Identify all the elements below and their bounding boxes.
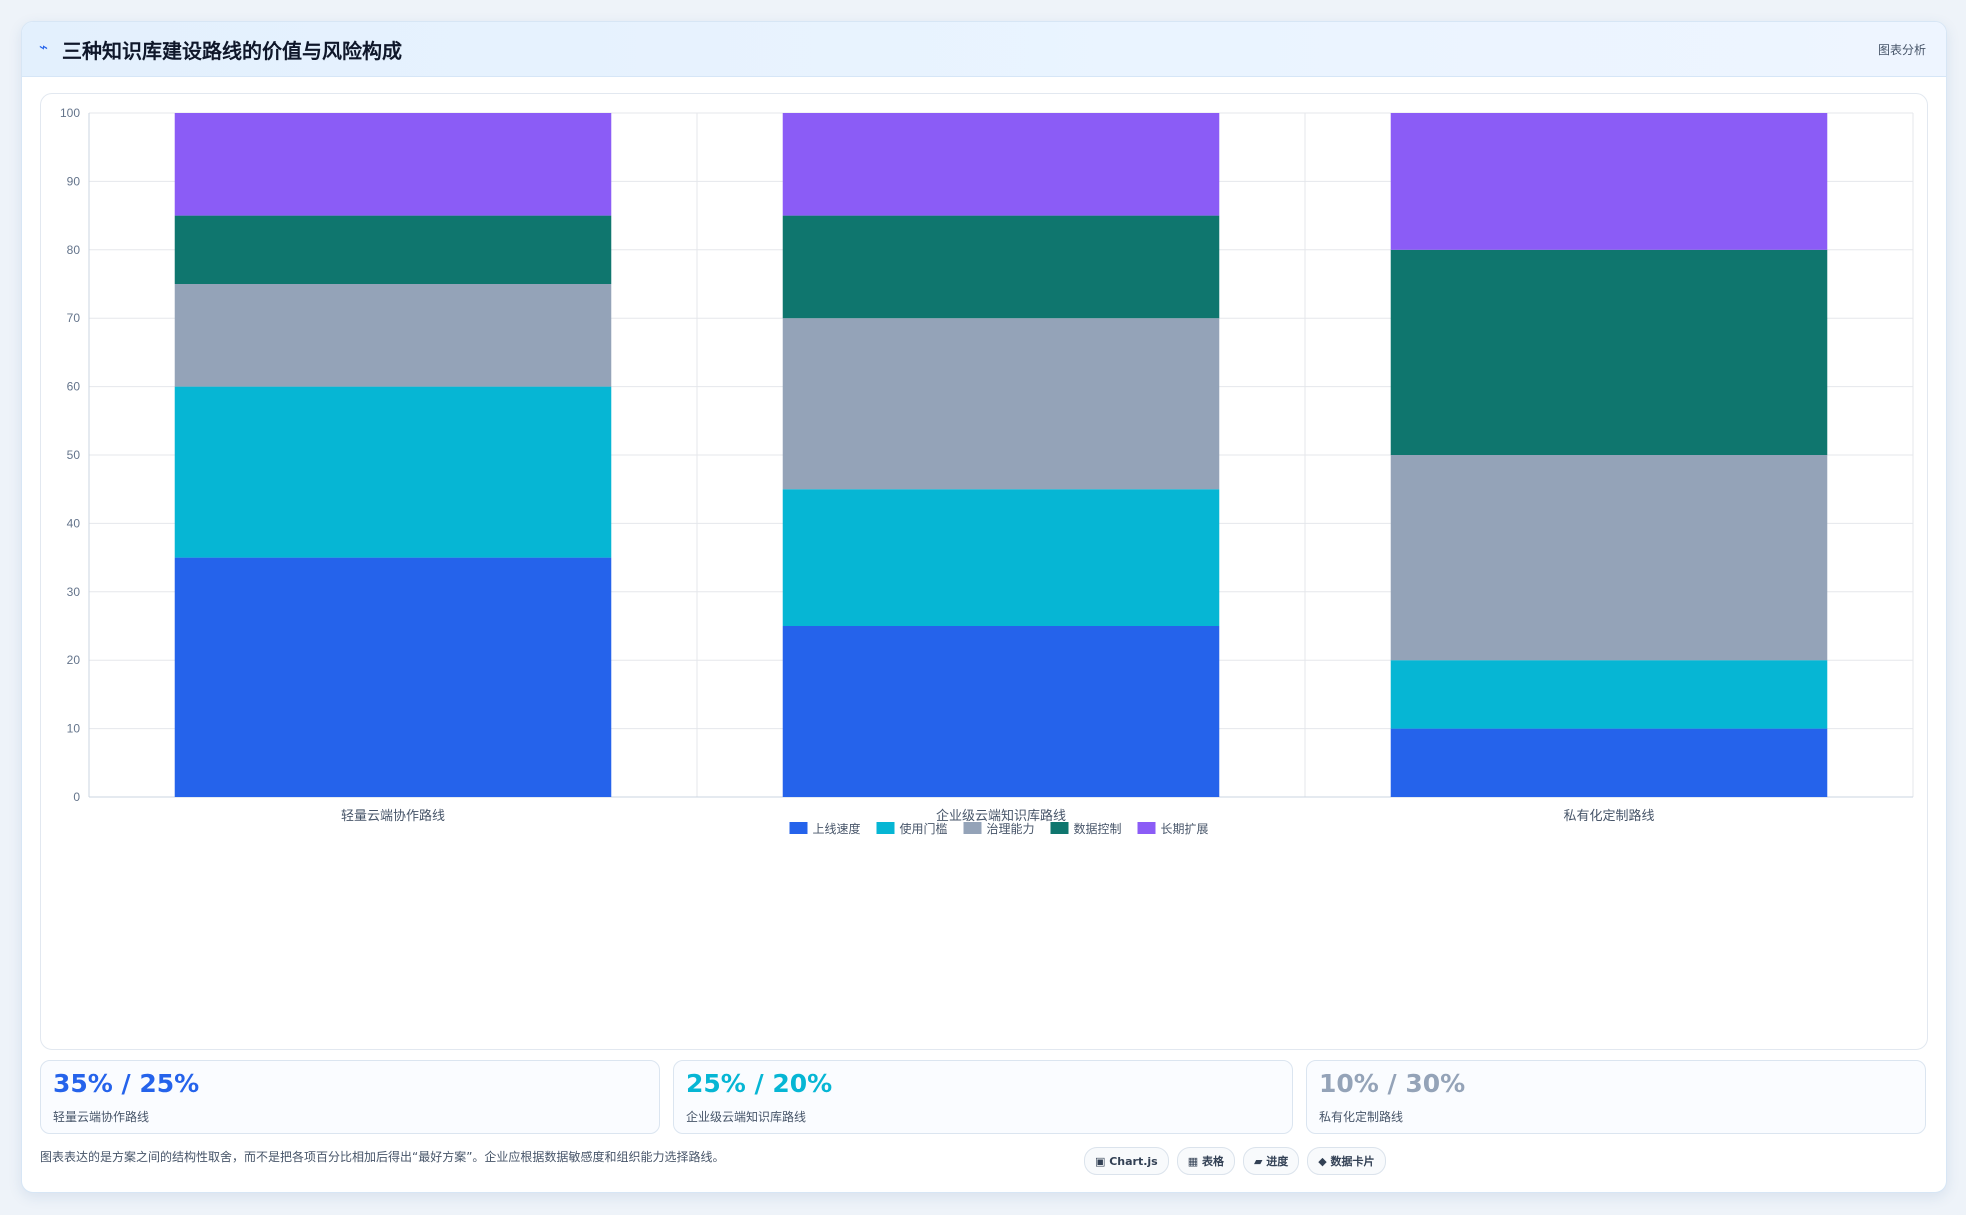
y-tick-label: 70	[67, 311, 81, 325]
chip-table[interactable]: ▦ 表格	[1176, 1147, 1235, 1175]
legend-swatch	[1137, 822, 1156, 834]
y-tick-label: 60	[67, 380, 81, 394]
bar-segment	[1390, 455, 1828, 661]
legend-label: 长期扩展	[1161, 822, 1209, 836]
y-tick-label: 90	[67, 174, 81, 188]
y-tick-label: 20	[67, 653, 81, 667]
card-header: ⌁ 三种知识库建设路线的价值与风险构成 图表分析	[22, 22, 1946, 77]
bar-segment	[174, 557, 612, 797]
y-tick-label: 30	[67, 585, 81, 599]
x-tick-label: 企业级云端知识库路线	[936, 808, 1066, 823]
legend-label: 治理能力	[987, 822, 1035, 836]
y-tick-label: 50	[67, 448, 81, 462]
bar-segment	[782, 318, 1220, 490]
legend-swatch	[1050, 822, 1069, 834]
chart-analysis-tag: 图表分析	[1877, 43, 1926, 57]
chip-data-card[interactable]: ◆ 数据卡片	[1307, 1147, 1386, 1175]
y-tick-label: 40	[67, 516, 81, 530]
stat-label: 企业级云端知识库路线	[686, 1110, 807, 1124]
bar-segment	[174, 215, 612, 284]
x-tick-label: 私有化定制路线	[1563, 808, 1654, 823]
bar-segment	[174, 386, 612, 558]
footnote: 图表表达的是方案之间的结构性取舍，而不是把各项百分比相加后得出“最好方案”。企业…	[40, 1150, 725, 1164]
feature-chips: ▣ Chart.js ▦ 表格 ▰ 进度 ◆ 数据卡片	[1084, 1147, 1386, 1175]
page-title: 三种知识库建设路线的价值与风险构成	[62, 39, 402, 63]
legend-swatch	[876, 822, 895, 834]
y-tick-label: 100	[60, 106, 80, 120]
chart-card: ⌁ 三种知识库建设路线的价值与风险构成 图表分析 0 10 20 30 40 50 60 70…	[21, 21, 1947, 1193]
chart-panel: 0 10 20 30 40 50 60 70 80 90 100 轻量云端协作路线 企业级云端知识库路线…	[40, 93, 1928, 1050]
bar-segment	[174, 284, 612, 387]
bar-segment	[782, 215, 1220, 319]
chip-chartjs[interactable]: ▣ Chart.js	[1084, 1147, 1169, 1175]
y-tick-label: 80	[67, 243, 81, 257]
stat-value: 10% / 30%	[1319, 1069, 1466, 1098]
stat-value: 25% / 20%	[686, 1069, 833, 1098]
legend-label: 数据控制	[1074, 821, 1122, 836]
legend-swatch	[963, 822, 982, 834]
bar-segment	[1390, 660, 1828, 729]
chart-line-icon: ⌁	[39, 38, 49, 56]
bar-segment	[1390, 249, 1828, 455]
bar-segment	[174, 113, 612, 216]
bar-segment	[1390, 113, 1828, 250]
stat-card-enterprise-cloud: 25% / 20% 企业级云端知识库路线	[673, 1060, 1293, 1134]
legend-label: 使用门槛	[900, 821, 948, 836]
chip-progress[interactable]: ▰ 进度	[1242, 1147, 1300, 1175]
stat-card-private-custom: 10% / 30% 私有化定制路线	[1306, 1060, 1926, 1134]
y-tick-label: 10	[67, 722, 81, 736]
legend-label: 上线速度	[813, 821, 861, 836]
stat-label: 轻量云端协作路线	[53, 1110, 150, 1124]
legend-swatch	[789, 822, 808, 834]
stat-label: 私有化定制路线	[1319, 1110, 1404, 1124]
bar-segment	[1390, 728, 1828, 797]
bar-segment	[782, 626, 1220, 797]
x-tick-label: 轻量云端协作路线	[341, 808, 445, 823]
bar-segment	[782, 113, 1220, 216]
stat-value: 35% / 25%	[53, 1069, 200, 1098]
y-tick-label: 0	[73, 790, 80, 804]
bar-segment	[782, 489, 1220, 626]
stacked-bar-chart: 0 10 20 30 40 50 60 70 80 90 100 轻量云端协作路线 企业级云端知识库路线…	[60, 106, 1914, 836]
stat-card-light-cloud: 35% / 25% 轻量云端协作路线	[40, 1060, 660, 1134]
